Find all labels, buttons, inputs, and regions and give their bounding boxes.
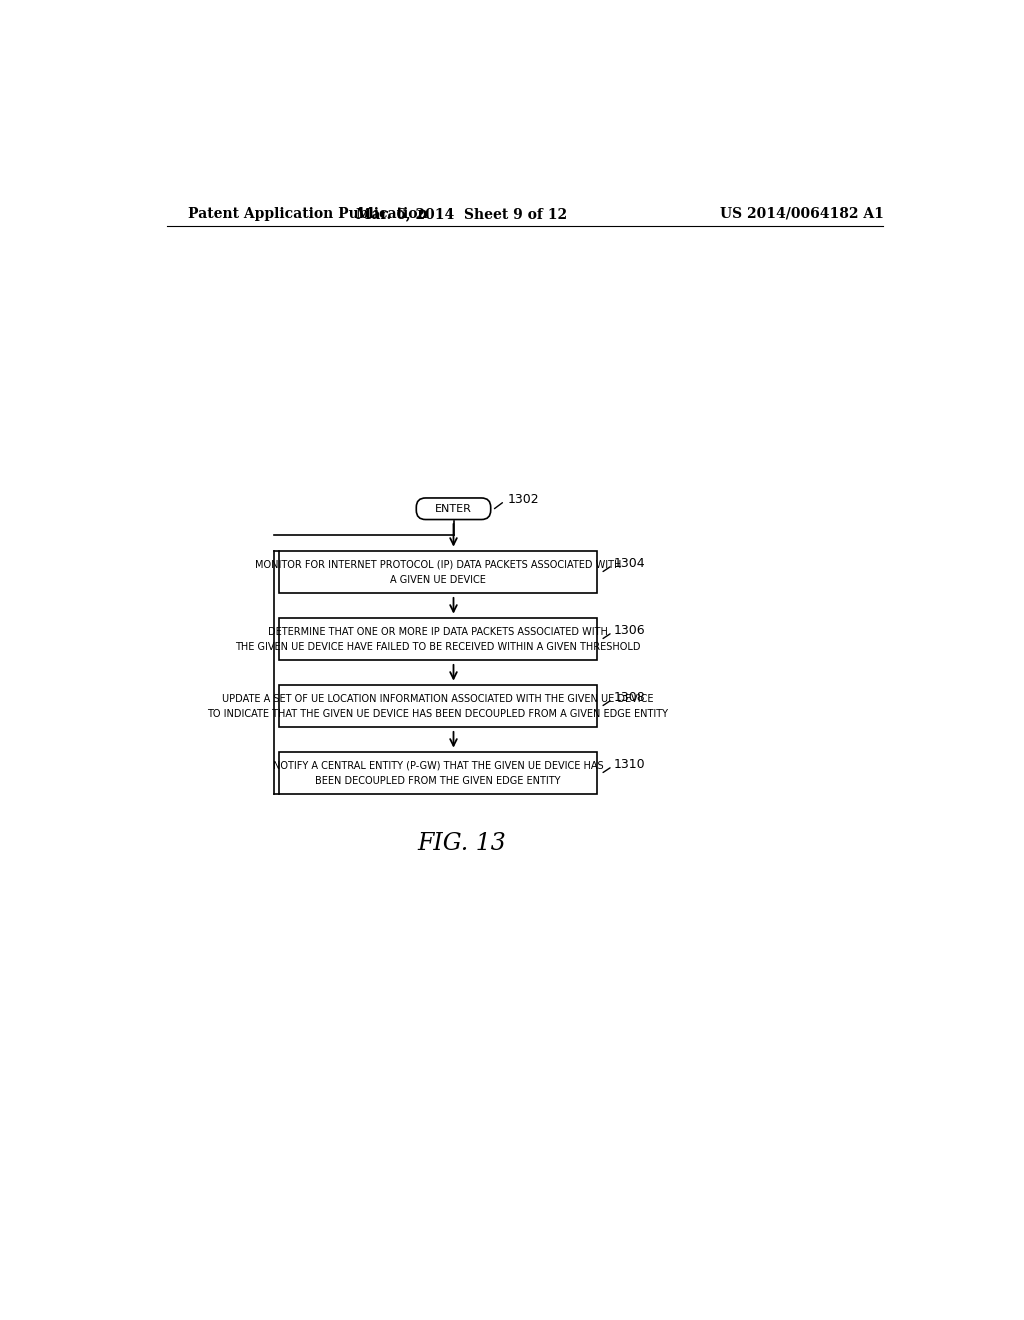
Text: US 2014/0064182 A1: US 2014/0064182 A1 [720,207,884,220]
Bar [280,618,597,660]
Text: Patent Application Publication: Patent Application Publication [188,207,428,220]
Bar [280,685,597,727]
Text: 1302: 1302 [508,492,540,506]
Text: DETERMINE THAT ONE OR MORE IP DATA PACKETS ASSOCIATED WITH
THE GIVEN UE DEVICE H: DETERMINE THAT ONE OR MORE IP DATA PACKE… [236,627,641,652]
Bar [280,752,597,795]
Text: MONITOR FOR INTERNET PROTOCOL (IP) DATA PACKETS ASSOCIATED WITH
A GIVEN UE DEVIC: MONITOR FOR INTERNET PROTOCOL (IP) DATA … [255,560,622,585]
FancyBboxPatch shape [417,498,490,520]
Text: 1310: 1310 [614,758,645,771]
Text: UPDATE A SET OF UE LOCATION INFORMATION ASSOCIATED WITH THE GIVEN UE DEVICE
TO I: UPDATE A SET OF UE LOCATION INFORMATION … [208,694,669,718]
Text: Mar. 6, 2014  Sheet 9 of 12: Mar. 6, 2014 Sheet 9 of 12 [355,207,567,220]
Text: 1306: 1306 [614,624,645,638]
Text: FIG. 13: FIG. 13 [417,832,506,855]
Text: 1304: 1304 [614,557,645,570]
Text: NOTIFY A CENTRAL ENTITY (P-GW) THAT THE GIVEN UE DEVICE HAS
BEEN DECOUPLED FROM : NOTIFY A CENTRAL ENTITY (P-GW) THAT THE … [272,760,603,785]
Text: ENTER: ENTER [435,504,472,513]
Text: 1308: 1308 [614,692,646,705]
Bar [280,552,597,594]
